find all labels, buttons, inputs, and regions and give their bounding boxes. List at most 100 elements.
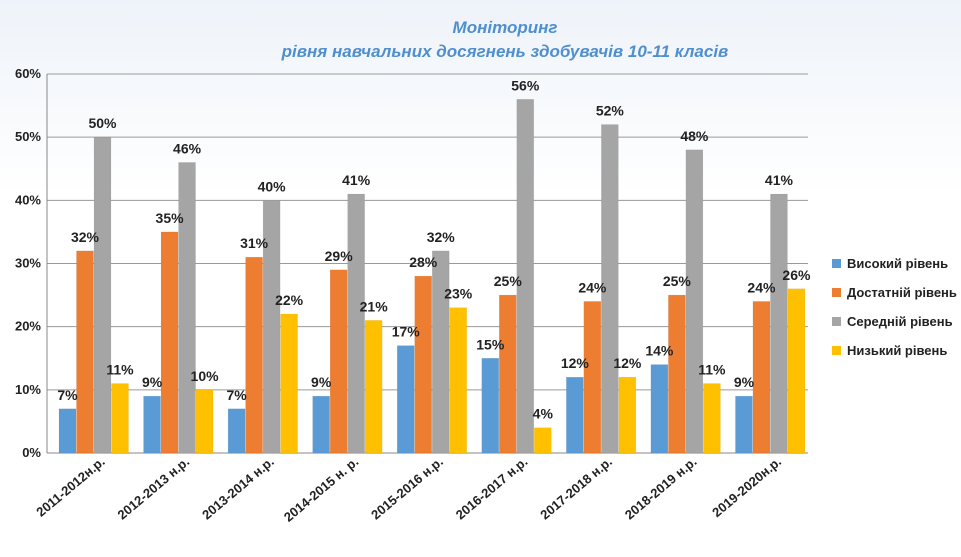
bar (143, 395, 161, 454)
bar (111, 383, 129, 454)
bar (668, 294, 686, 454)
data-label: 41% (765, 172, 794, 188)
bar (601, 124, 619, 454)
x-category-label: 2013-2014 н.р. (199, 454, 277, 523)
y-tick-label: 30% (15, 256, 41, 271)
bar (76, 250, 94, 454)
y-tick-label: 50% (15, 129, 41, 144)
x-category-label: 2017-2018 н.р. (537, 454, 615, 523)
legend-swatch (832, 346, 841, 355)
data-label: 12% (561, 355, 590, 371)
x-category-label: 2014-2015 н. р. (281, 454, 361, 525)
bar (195, 389, 214, 454)
data-label: 52% (596, 103, 625, 119)
data-label: 7% (226, 387, 247, 403)
y-tick-label: 60% (15, 66, 41, 81)
bar (312, 395, 330, 454)
bar (516, 99, 535, 454)
data-label: 29% (325, 248, 354, 264)
data-label: 25% (663, 273, 692, 289)
bar (347, 193, 365, 454)
bar (262, 200, 281, 454)
data-label: 31% (240, 235, 269, 251)
bar (787, 288, 806, 454)
legend-label: Середній рівень (847, 314, 953, 329)
legend: Високий рівень Достатній рівень Середній р… (832, 256, 957, 358)
data-label: 35% (156, 210, 185, 226)
x-category-label: 2011-2012н.р. (33, 454, 107, 520)
data-label: 40% (258, 178, 287, 194)
data-label: 11% (106, 362, 134, 378)
x-category-label: 2012-2013 н.р. (115, 454, 193, 523)
data-label: 32% (71, 229, 100, 245)
data-label: 28% (409, 254, 438, 270)
data-labels: 7% 32% 50% 11% 9% 35% 46% 10% 7% 31% 40% 22% 9% 29% 41… (57, 77, 811, 421)
data-label: 46% (173, 140, 202, 156)
bar (414, 275, 432, 454)
data-label: 26% (782, 267, 811, 283)
data-label: 14% (645, 343, 674, 359)
bar (618, 376, 637, 454)
bar (566, 376, 584, 454)
bar (481, 358, 500, 454)
data-label: 48% (680, 128, 709, 144)
bar (685, 149, 704, 454)
bar (752, 301, 771, 454)
bar (431, 250, 450, 454)
data-label: 17% (392, 324, 421, 340)
data-label: 9% (142, 374, 163, 390)
x-category-label: 2018-2019 н.р. (622, 454, 700, 523)
bar (650, 364, 669, 454)
bar (449, 307, 467, 454)
bars (58, 99, 806, 454)
bar (178, 162, 196, 454)
bar (735, 395, 753, 454)
x-axis-categories: 2011-2012н.р. 2012-2013 н.р. 2013-2014 н.р… (33, 454, 784, 525)
y-axis-ticks: 0% 10% 20% 30% 40% 50% 60% (15, 66, 41, 460)
data-label: 23% (444, 286, 473, 302)
x-category-label: 2015-2016 н.р. (368, 454, 446, 523)
y-tick-label: 0% (22, 445, 41, 460)
y-tick-label: 20% (15, 319, 41, 334)
x-category-label: 2016-2017 н.р. (453, 454, 531, 523)
bar (245, 256, 263, 454)
bar (770, 193, 788, 454)
data-label: 4% (533, 406, 554, 422)
y-tick-label: 40% (15, 192, 41, 207)
bar (160, 231, 179, 454)
data-label: 41% (342, 172, 371, 188)
bar (93, 136, 112, 454)
data-label: 21% (360, 298, 389, 314)
data-label: 9% (734, 374, 755, 390)
x-category-label: 2019-2020н.р. (709, 454, 784, 520)
bar (396, 345, 415, 454)
data-label: 9% (311, 374, 332, 390)
bar (499, 294, 517, 454)
bar (583, 301, 602, 454)
bar (280, 313, 298, 454)
legend-label: Достатній рівень (847, 285, 957, 300)
bar (534, 427, 552, 454)
bar (227, 408, 246, 454)
legend-swatch (832, 259, 841, 268)
legend-swatch (832, 288, 841, 297)
legend-swatch (832, 317, 841, 326)
bar (364, 320, 383, 454)
data-label: 25% (494, 273, 523, 289)
bar (58, 408, 77, 454)
bar (703, 383, 721, 454)
data-label: 7% (57, 387, 78, 403)
data-label: 22% (275, 292, 304, 308)
data-label: 10% (191, 368, 220, 384)
chart-title-line-1: Моніторинг (453, 18, 558, 37)
data-label: 24% (747, 279, 776, 295)
data-label: 56% (511, 77, 540, 93)
data-label: 11% (698, 362, 726, 378)
chart-title-line-2: рівня навчальних досягнень здобувачів 10… (281, 42, 729, 61)
legend-label: Високий рівень (847, 256, 948, 271)
data-label: 12% (613, 355, 642, 371)
data-label: 15% (476, 336, 505, 352)
legend-label: Низький рівень (847, 343, 947, 358)
bar (329, 269, 348, 454)
